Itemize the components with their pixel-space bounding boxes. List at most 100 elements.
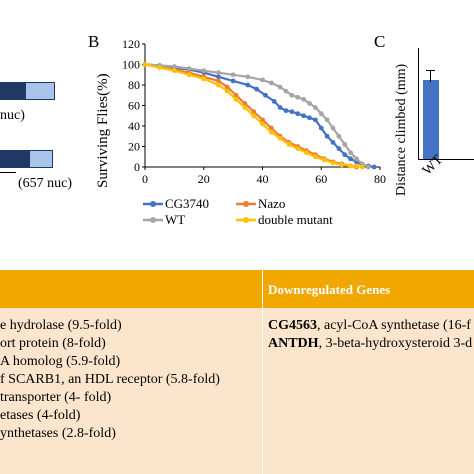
data-point-double-mutant	[216, 82, 221, 88]
y-tick-label: 60	[128, 99, 140, 113]
panel-c-xaxis	[418, 159, 474, 160]
x-tick-label: 60	[315, 172, 327, 186]
x-tick-label: 40	[257, 172, 269, 186]
data-point-nazo	[233, 92, 239, 98]
data-point-wt	[330, 125, 336, 131]
legend-swatch-wt	[143, 217, 163, 223]
x-tick-label: 20	[198, 172, 210, 186]
data-point-wt	[312, 105, 318, 110]
data-point-cg3740	[330, 140, 336, 145]
data-point-wt	[295, 94, 301, 100]
data-point-wt	[289, 92, 295, 98]
table-row: ort protein (8-fold)	[0, 336, 106, 351]
legend-swatch-nazo	[236, 201, 256, 207]
gene-bar-2-light	[29, 150, 53, 168]
legend-label-cg3740: CG3740	[165, 196, 210, 211]
x-tick-label: 0	[142, 172, 148, 186]
data-point-wt	[336, 133, 342, 139]
data-point-double-mutant	[201, 76, 207, 82]
data-point-cg3740	[295, 111, 301, 117]
data-point-double-mutant	[171, 68, 177, 74]
data-point-double-mutant	[260, 121, 265, 127]
data-point-double-mutant	[295, 146, 301, 151]
series-line-nazo	[144, 63, 357, 169]
data-point-wt	[301, 96, 307, 102]
data-point-double-mutant	[251, 113, 257, 119]
data-point-cg3740	[336, 146, 342, 151]
data-point-nazo	[260, 117, 265, 123]
legend-label-double-mutant: double mutant	[258, 212, 333, 227]
data-point-cg3740	[254, 86, 260, 92]
data-point-cg3740	[312, 117, 318, 123]
table-row: e hydrolase (9.5-fold)	[0, 318, 122, 333]
data-point-wt	[216, 70, 221, 76]
y-tick-label: 40	[128, 119, 140, 133]
data-point-cg3740	[289, 109, 295, 115]
data-point-double-mutant	[186, 72, 192, 78]
gene-description: , 3-beta-hydroxysteroid 3-d	[318, 336, 473, 351]
y-tick-label: 100	[122, 58, 140, 72]
data-point-nazo	[251, 109, 257, 115]
data-point-double-mutant	[304, 150, 309, 156]
panel-c-letter: C	[374, 32, 386, 51]
data-point-cg3740	[371, 164, 377, 170]
data-point-cg3740	[216, 74, 221, 80]
data-point-double-mutant	[242, 105, 248, 110]
table-row: transporter (4- fold)	[0, 390, 112, 405]
data-point-cg3740	[342, 152, 348, 158]
data-point-wt	[260, 77, 265, 83]
panel-b-letter: B	[88, 32, 100, 51]
data-point-wt	[318, 111, 324, 117]
data-point-cg3740	[318, 125, 324, 131]
y-tick-label: 120	[122, 37, 140, 51]
data-point-cg3740	[277, 105, 283, 110]
legend-label-wt: WT	[165, 212, 186, 227]
panel-c-ylabel: Distance climbed (mm)	[394, 63, 409, 196]
data-point-wt	[171, 64, 177, 69]
data-point-wt	[283, 88, 289, 94]
gene-bar-1-light	[25, 82, 55, 100]
table-body	[0, 308, 474, 474]
data-point-wt	[348, 150, 354, 156]
data-point-nazo	[268, 125, 274, 131]
data-point-double-mutant	[142, 62, 148, 67]
data-point-double-mutant	[157, 65, 163, 70]
gene-label-1: nuc)	[0, 108, 25, 123]
gene-description: , acyl-CoA synthetase (16-f	[317, 318, 471, 333]
data-point-cg3740	[245, 82, 251, 88]
y-tick-label: 0	[134, 160, 140, 174]
gene-label-2: (657 nuc)	[18, 176, 73, 191]
data-point-nazo	[242, 101, 248, 106]
header-downregulated: Downregulated Genes	[268, 282, 391, 297]
data-point-wt	[365, 164, 371, 170]
data-point-wt	[277, 84, 283, 90]
series-line-cg3740	[144, 63, 375, 169]
gene-name: ANTDH	[268, 336, 319, 351]
data-point-nazo	[224, 84, 230, 90]
data-point-cg3740	[271, 99, 277, 104]
data-point-cg3740	[263, 92, 268, 98]
data-point-wt	[201, 68, 207, 74]
data-point-wt	[307, 101, 312, 106]
y-tick-label: 20	[128, 140, 140, 154]
gene-scale-line	[0, 172, 16, 173]
data-point-double-mutant	[348, 163, 354, 169]
data-point-cg3740	[307, 115, 312, 121]
panel-c-errorbar-cap	[426, 70, 435, 71]
legend-swatch-cg3740	[143, 201, 163, 207]
table-row: ynthetases (2.8-fold)	[0, 426, 116, 441]
data-point-wt	[268, 80, 274, 86]
data-point-cg3740	[301, 113, 307, 119]
data-point-double-mutant	[359, 164, 365, 170]
data-point-double-mutant	[224, 88, 230, 94]
data-point-double-mutant	[354, 163, 359, 169]
data-point-nazo	[216, 78, 221, 84]
y-tick-label: 80	[128, 78, 140, 92]
data-point-cg3740	[324, 133, 330, 139]
data-point-double-mutant	[268, 129, 274, 135]
data-point-double-mutant	[286, 142, 292, 147]
gene-name: CG4563	[268, 318, 317, 333]
data-point-wt	[230, 72, 236, 78]
data-point-double-mutant	[233, 96, 239, 102]
